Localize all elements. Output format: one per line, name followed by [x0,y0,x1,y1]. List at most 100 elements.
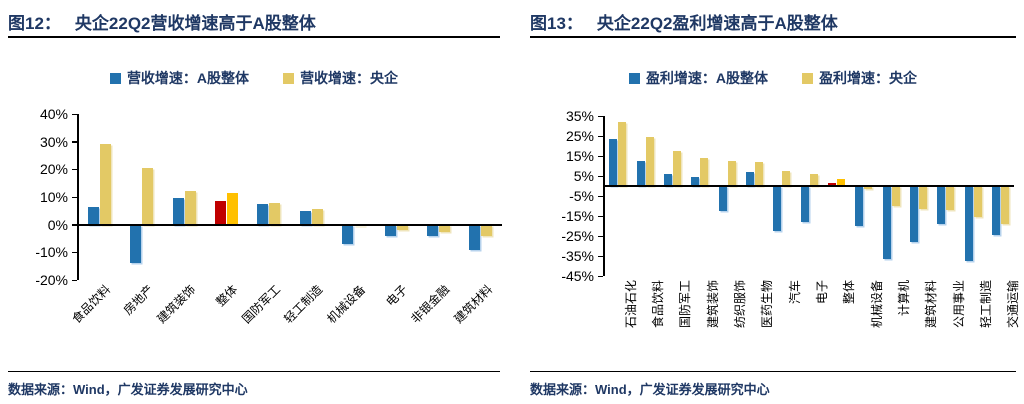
chart-bar-series2 [226,192,238,225]
chart-bar-series2 [700,158,709,186]
y-axis-tick-label: -20% [35,272,68,288]
chart-bar-series1 [426,224,438,236]
y-axis-tick [72,224,77,226]
y-axis-tick [598,155,603,157]
chart-bar-series1 [342,224,354,245]
figure-13-title-text: 央企22Q2盈利增速高于A股整体 [596,14,838,33]
x-axis-label: 房地产 [120,282,156,318]
figure-13-label: 图13： [530,14,583,33]
chart-bar-series1 [745,172,754,186]
figure-12-legend: 营收增速：A股整体 营收增速：央企 [8,68,500,88]
y-axis-tick [72,168,77,171]
y-axis-tick-label: 35% [565,108,594,124]
x-axis-label: 国防军工 [678,280,693,329]
x-axis-label: 轻工制造 [979,280,993,329]
title-rule [530,36,1016,38]
legend-item: 盈利增速：央企 [802,68,917,88]
chart-bar-series2 [438,224,450,232]
x-axis-label: 公用事业 [951,280,966,329]
y-axis-tick-label: -45% [561,268,594,284]
legend-label: 盈利增速：央企 [819,70,918,86]
chart-bar-series1 [384,224,396,236]
chart-bar-series2 [782,171,791,186]
chart-bar-series2 [973,186,982,217]
x-axis-label: 机械设备 [869,280,884,329]
chart-bar-series2 [645,137,654,186]
x-axis-label: 机械设备 [323,282,368,327]
figure-13-title: 图13： 央企22Q2盈利增速高于A股整体 [530,9,838,34]
figure-12-panel: 图12： 央企22Q2营收增速高于A股整体 营收增速：A股整体 营收增速：央企 4… [8,0,502,404]
chart-bar-series2 [727,161,736,186]
x-axis-label: 交通运输 [1006,280,1021,329]
chart-bar-series2 [946,186,955,210]
figure-12-source-note: 数据来源：Wind，广发证券发展研究中心 [8,382,248,397]
y-axis-line [603,116,605,276]
x-axis-label: 食品饮料 [651,280,665,329]
y-axis-tick-label: 25% [565,128,594,144]
x-axis-label: 汽车 [787,280,802,305]
y-axis-tick [72,113,77,115]
y-axis-tick-label: 5% [573,168,594,184]
title-rule [8,36,500,38]
legend-swatch-khaki [802,72,814,84]
x-axis-label: 石油石化 [623,280,638,329]
chart-bar-series1 [855,186,864,226]
chart-bar-series2 [99,144,111,225]
legend-swatch-khaki [283,72,295,84]
chart-bar-series1 [257,203,269,225]
chart-bar-series2 [618,122,627,186]
chart-bar-series2 [864,186,873,189]
figure-13-panel: 图13： 央企22Q2盈利增速高于A股整体 盈利增速：A股整体 盈利增速：央企 3… [530,0,1020,404]
legend-swatch-blue [628,72,640,84]
figure-13-source-note: 数据来源：Wind，广发证券发展研究中心 [530,382,770,397]
legend-label: 营收增速：央企 [300,70,399,86]
y-axis-tick-label: 30% [39,133,68,150]
x-axis-label: 纺织服饰 [733,280,747,329]
x-axis-label: 计算机 [897,280,911,317]
y-axis-line [77,114,79,280]
y-axis-tick [598,135,603,137]
chart-bar-series1 [800,186,809,222]
legend-item: 营收增速：A股整体 [109,68,250,88]
chart-bar-series1 [937,186,946,224]
y-axis-tick-label: 15% [565,148,594,164]
y-axis-tick-label: 20% [39,161,68,178]
figure-12-title: 图12： 央企22Q2营收增速高于A股整体 [8,9,316,34]
x-axis-label: 建筑材料 [451,282,495,327]
y-axis-tick [72,251,77,254]
y-axis-tick [598,175,603,177]
chart-bar-series2 [396,224,408,231]
chart-bar-series2 [481,224,493,236]
y-axis-tick-label: -10% [35,244,68,261]
chart-bar-series2 [891,186,900,206]
chart-bar-series1 [964,186,973,261]
chart-bar-series1 [718,186,727,211]
legend-item: 盈利增速：A股整体 [628,68,769,88]
y-axis-tick-label: -5% [569,188,594,204]
chart-bar-series1 [663,174,672,186]
y-axis-tick-label: -35% [561,248,594,264]
chart-bar-series1 [991,186,1000,235]
y-axis-tick-label: -15% [561,208,594,224]
chart-bar-series2 [1000,186,1009,224]
figure-12-label: 图12： [8,14,61,33]
y-axis-tick [598,235,603,237]
chart-bar-series1 [130,224,142,264]
y-axis-tick-label: 10% [39,189,68,205]
chart-bar-series2 [184,191,196,225]
x-axis-label: 电子 [383,282,411,310]
x-axis-label: 非银金融 [408,282,453,327]
legend-label: 盈利增速：A股整体 [645,70,769,86]
y-axis-tick-label: -25% [561,228,594,244]
x-axis-label: 建筑装饰 [154,282,199,327]
y-axis-tick-label: 40% [39,106,68,122]
source-rule [530,371,1016,372]
chart-bar-series1 [469,224,481,250]
chart-bar-series1 [773,186,782,231]
chart-bar-series2 [269,202,281,225]
source-rule [8,371,500,372]
legend-label: 营收增速：A股整体 [126,70,250,86]
x-axis-label: 电子 [815,280,829,305]
legend-item: 营收增速：央企 [283,68,398,88]
y-axis-tick [598,255,603,257]
